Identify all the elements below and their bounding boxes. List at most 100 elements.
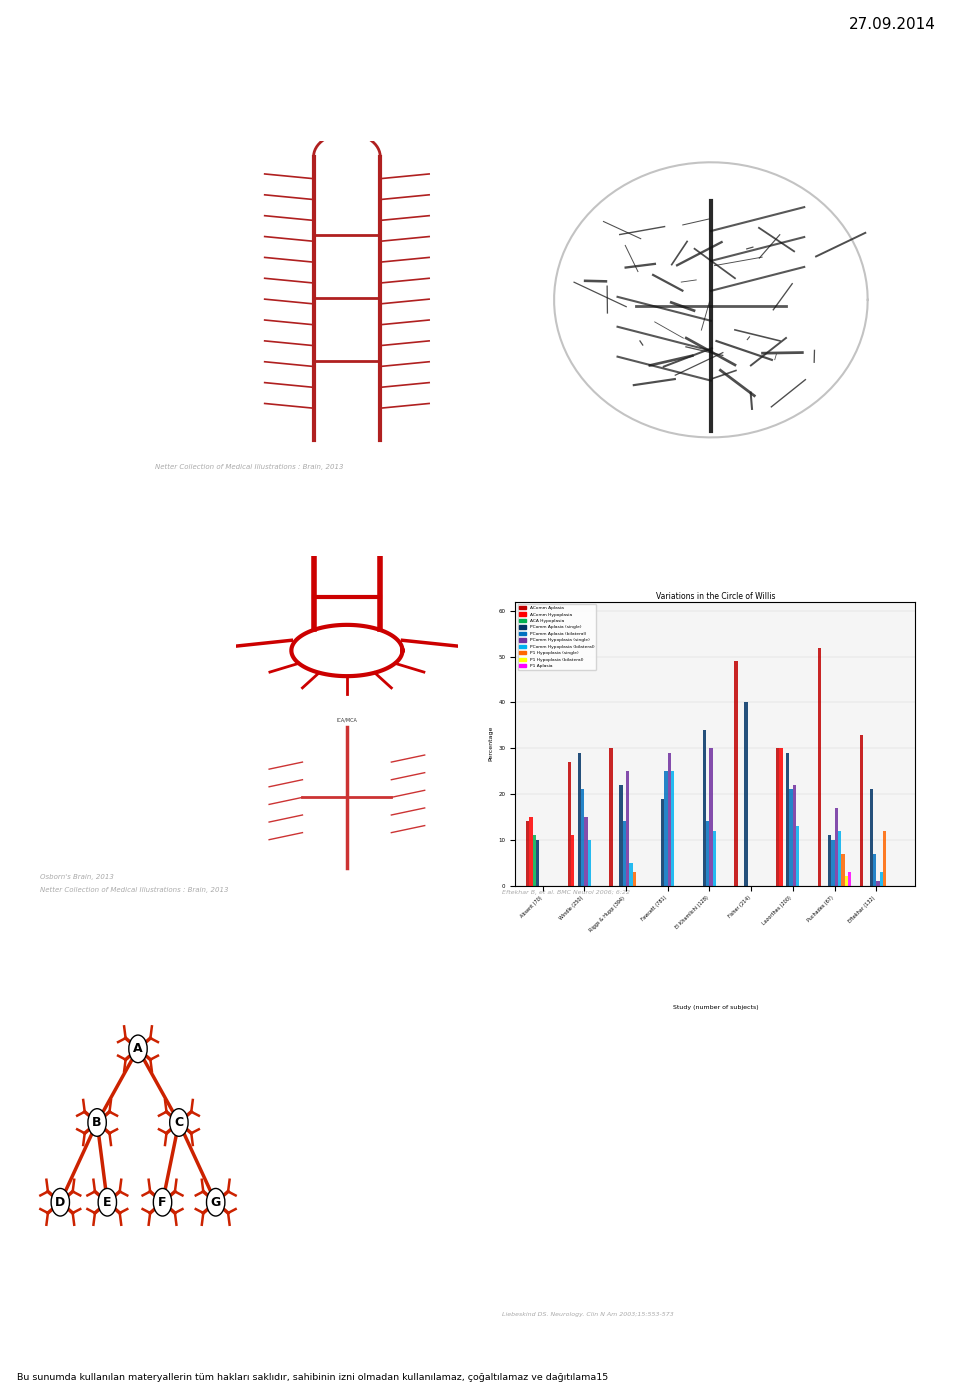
Text: Kollateral dolaşım: Kollateral dolaşım (111, 117, 298, 135)
Text: E: E (103, 1196, 111, 1209)
Text: ✦ STA-OA: ✦ STA-OA (71, 331, 122, 341)
Text: Willis poligonu: Willis poligonu (173, 959, 325, 977)
Text: ✦ PComA: ✦ PComA (71, 271, 121, 282)
Text: ✦ AComA: ✦ AComA (71, 191, 121, 201)
Text: ✦ Sağaltımın etkinliğini artırır: ✦ Sağaltımın etkinliğini artırır (502, 1135, 658, 1146)
Bar (780, 748, 782, 885)
Bar (623, 821, 626, 885)
Bar (567, 762, 571, 885)
Bar (709, 748, 713, 885)
Circle shape (88, 1108, 107, 1136)
Text: ✦ 1 : İskeminin periferine yavaş kollateral → geniş defekt: ✦ 1 : İskeminin periferine yavaş kollate… (720, 1068, 960, 1081)
Bar (848, 872, 852, 885)
Bar (870, 790, 873, 885)
Bar (734, 662, 738, 885)
Bar (745, 702, 748, 885)
Bar (713, 831, 716, 885)
Text: Kollateral dolaşım neden önemli ?: Kollateral dolaşım neden önemli ? (564, 117, 857, 133)
Bar (610, 748, 612, 885)
Text: ✦ MMA-SOA: ✦ MMA-SOA (71, 371, 133, 381)
Bar (834, 808, 838, 885)
Bar (873, 853, 876, 885)
Text: D: D (55, 1196, 65, 1209)
Text: ✦ Varyasyonu kural: ✦ Varyasyonu kural (258, 1036, 373, 1048)
Text: Willis poligonu: Willis poligonu (635, 536, 787, 554)
Text: ✦ Sağ-sol: ✦ Sağ-sol (45, 172, 102, 184)
Bar (838, 831, 841, 885)
Text: ✦ 4 : İskemik bölgenin tümüne hızlı kollateral dolaşım → retrograd dolaşım: ✦ 4 : İskemik bölgenin tümüne hızlı koll… (720, 1247, 960, 1259)
Text: G: G (210, 1196, 221, 1209)
Text: Eftekhar B, et al. BMC Neurol 2006; 6:22: Eftekhar B, et al. BMC Neurol 2006; 6:22 (502, 889, 630, 895)
Bar (626, 771, 630, 885)
Bar (796, 826, 800, 885)
Bar (876, 881, 879, 885)
Bar (585, 817, 588, 885)
Bar (664, 771, 668, 885)
Bar (831, 840, 834, 885)
Text: B: B (92, 1115, 102, 1129)
Bar (581, 790, 585, 885)
Text: Osborn's Brain, 2013: Osborn's Brain, 2013 (40, 874, 114, 879)
Text: C: C (175, 1115, 183, 1129)
Text: ✦ Anterior hipotalamus, optik kızama, korpus kallozum genu, singulat gırus, forn: ✦ Anterior hipotalamus, optik kızama, ko… (62, 652, 500, 662)
Y-axis label: Percentage: Percentage (488, 726, 493, 761)
Text: ✦ ICA karotikotimpanik dalı: ✦ ICA karotikotimpanik dalı (71, 391, 214, 401)
Circle shape (170, 1108, 188, 1136)
Bar (530, 817, 533, 885)
Bar (883, 831, 886, 885)
Bar (661, 799, 664, 885)
Circle shape (129, 1034, 147, 1062)
Text: ✦ Her iki VA: ✦ Her iki VA (71, 292, 134, 302)
Circle shape (98, 1188, 116, 1216)
Text: Bu sunumda kullanılan materyallerin tüm hakları saklıdır, sahibinin izni olmadan: Bu sunumda kullanılan materyallerin tüm … (17, 1374, 609, 1382)
Text: ✦ Karotid-Vertebral: ✦ Karotid-Vertebral (45, 251, 158, 264)
Bar (786, 752, 789, 885)
Text: ✦ Bir veya daha fazla bileşenin yokluğu veya hipoplazisi sık: ✦ Bir veya daha fazla bileşenin yokluğu … (258, 1120, 612, 1134)
Text: ✦ 0 : Kollateral dolaşım yok: ✦ 0 : Kollateral dolaşım yok (720, 1009, 854, 1019)
Text: Willis poligonu: Willis poligonu (173, 536, 325, 554)
Bar (619, 785, 623, 885)
Bar (536, 840, 540, 885)
Text: F: F (158, 1196, 167, 1209)
Bar (707, 821, 709, 885)
Bar (703, 730, 707, 885)
Text: ✦ İki PCA: ✦ İki PCA (71, 211, 119, 222)
Bar (818, 648, 821, 885)
Bar (630, 863, 633, 885)
Text: ✦ 3 : İskemik bölgenin tümüne geç venöz fazda yavaş kollateral dolaşım: ✦ 3 : İskemik bölgenin tümüne geç venöz … (720, 1187, 960, 1199)
Text: ✦ ICA-ECA: ✦ ICA-ECA (45, 311, 106, 324)
Bar (879, 872, 883, 885)
Bar (793, 785, 796, 885)
Text: ✦ Anterior Kominikan Arter (AComA): ✦ Anterior Kominikan Arter (AComA) (40, 586, 256, 599)
Text: Liebeskind DS. Neurology. Clin N Am 2003;15:553-573: Liebeskind DS. Neurology. Clin N Am 2003… (502, 1311, 674, 1316)
Text: ✦ Subklavyan-Karotid: ✦ Subklavyan-Karotid (45, 410, 174, 424)
Text: Study (number of subjects): Study (number of subjects) (673, 1005, 758, 1009)
Bar (578, 752, 581, 885)
Text: Netter Collection of Medical Illustrations : Brain, 2013: Netter Collection of Medical Illustratio… (40, 886, 228, 893)
Text: ✦ Subklavyan-Vertebral: ✦ Subklavyan-Vertebral (45, 431, 185, 444)
Bar (671, 771, 675, 885)
Text: ✦ Angular A-OA: ✦ Angular A-OA (71, 350, 154, 362)
Bar (588, 840, 591, 885)
Bar (841, 853, 845, 885)
Text: A: A (133, 1043, 143, 1055)
Circle shape (51, 1188, 69, 1216)
Text: Kollateral dolaşım neden önemli ?: Kollateral dolaşım neden önemli ? (564, 959, 857, 974)
Text: ✦ İskemiyi azaltır → klinik defekt azalır: ✦ İskemiyi azaltır → klinik defekt azalı… (502, 1072, 705, 1085)
Text: ✦ 2 : İskeminin periferine hızlı kollateral → sınırlı defekt: ✦ 2 : İskeminin periferine hızlı kollate… (720, 1128, 960, 1139)
Text: 27.09.2014: 27.09.2014 (850, 17, 936, 32)
Bar (668, 752, 671, 885)
Legend: AComm Aplasia, AComm Hypoplasia, ACA Hypoplasia, PComm Aplasia (single), PComm A: AComm Aplasia, AComm Hypoplasia, ACA Hyp… (517, 604, 596, 670)
Title: Variations in the Circle of Willis: Variations in the Circle of Willis (656, 592, 775, 602)
Bar (777, 748, 780, 885)
Text: ✦ Anterior talamopertforàtör: ✦ Anterior talamopertforàtör (62, 793, 214, 804)
Circle shape (154, 1188, 172, 1216)
Bar (845, 877, 848, 885)
Bar (526, 821, 530, 885)
Circle shape (206, 1188, 225, 1216)
Bar (789, 790, 793, 885)
Text: Netter Collection of Medical Illustrations : Brain, 2013: Netter Collection of Medical Illustratio… (155, 463, 344, 470)
Bar (571, 835, 574, 885)
Text: ICA/MCA: ICA/MCA (336, 718, 357, 723)
Text: ✦ ASİTN / SİR kollateral akım evreleme sistemi: ✦ ASİTN / SİR kollateral akım evreleme s… (502, 1199, 745, 1210)
